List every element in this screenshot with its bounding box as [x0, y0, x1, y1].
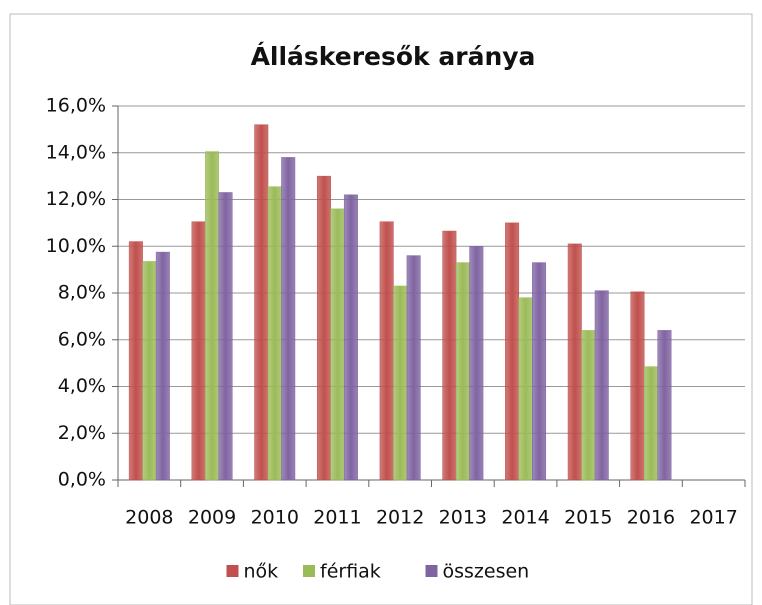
x-tick-label: 2013 — [439, 507, 487, 529]
bar — [393, 285, 408, 481]
x-tick-label: 2014 — [501, 507, 549, 529]
y-tick-label: 2,0% — [58, 422, 106, 444]
x-tick-label: 2015 — [564, 507, 612, 529]
bar — [657, 330, 672, 481]
bar — [254, 124, 269, 481]
bar — [469, 246, 484, 481]
y-tick-label: 12,0% — [46, 188, 106, 210]
legend-label: nők — [244, 561, 279, 583]
bar — [218, 192, 233, 481]
bar — [594, 290, 609, 481]
bar — [205, 151, 220, 481]
bar — [581, 330, 596, 481]
bar — [343, 194, 358, 481]
y-tick-label: 16,0% — [46, 95, 106, 117]
bar — [316, 175, 331, 481]
bar — [142, 261, 157, 481]
x-tick-label: 2008 — [125, 507, 173, 529]
bar — [442, 230, 457, 481]
bar — [379, 221, 394, 481]
bar — [643, 366, 658, 481]
bar — [191, 221, 206, 481]
x-tick-label: 2012 — [376, 507, 424, 529]
chart-title: Álláskeresők aránya — [251, 42, 536, 71]
bar — [532, 262, 547, 481]
x-tick-label: 2010 — [251, 507, 299, 529]
y-tick-label: 0,0% — [58, 469, 106, 491]
bar — [518, 297, 533, 481]
x-tick-label: 2011 — [313, 507, 361, 529]
bar — [155, 251, 170, 481]
bar — [267, 186, 282, 481]
bar — [281, 157, 296, 481]
bar — [330, 208, 345, 481]
y-tick-label: 10,0% — [46, 235, 106, 257]
bar — [630, 291, 645, 481]
x-tick-label: 2009 — [188, 507, 236, 529]
y-tick-label: 4,0% — [58, 375, 106, 397]
bar — [128, 241, 143, 481]
bar — [455, 262, 470, 481]
bar — [505, 222, 520, 481]
legend-label: összesen — [443, 561, 530, 583]
x-tick-label: 2017 — [689, 507, 737, 529]
x-tick-label: 2016 — [627, 507, 675, 529]
y-tick-label: 8,0% — [58, 282, 106, 304]
bar — [406, 255, 421, 481]
y-tick-label: 6,0% — [58, 328, 106, 350]
y-tick-label: 14,0% — [46, 141, 106, 163]
legend-swatch — [303, 565, 315, 577]
bar — [567, 243, 582, 481]
legend-label: férfiak — [320, 561, 381, 583]
legend-swatch — [425, 565, 438, 577]
legend-swatch — [226, 565, 239, 577]
